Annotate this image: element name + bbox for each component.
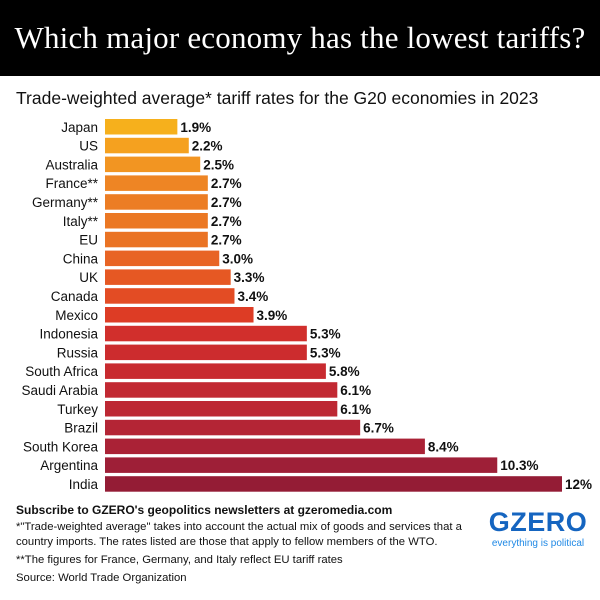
category-label: UK [79, 270, 98, 285]
value-label: 2.7% [211, 214, 242, 229]
logo-wordmark: GZERO [488, 507, 588, 537]
value-label: 10.3% [500, 458, 538, 473]
bar [105, 419, 361, 436]
bar [105, 363, 326, 379]
category-label: France** [45, 176, 98, 191]
category-label: EU [79, 233, 98, 248]
value-label: 2.2% [192, 139, 223, 154]
footnote-eu: **The figures for France, Germany, and I… [16, 554, 343, 566]
value-label: 6.1% [340, 383, 371, 398]
value-label: 8.4% [428, 439, 459, 454]
value-label: 3.9% [257, 308, 288, 323]
value-label: 5.3% [310, 327, 341, 342]
category-label: Saudi Arabia [21, 383, 98, 398]
category-label: Indonesia [39, 327, 98, 342]
bar [105, 269, 231, 285]
logo-tagline: everything is political [491, 538, 585, 549]
category-label: Turkey [57, 402, 98, 417]
gzero-logo: GZERO everything is political [488, 508, 588, 549]
bar [105, 438, 425, 455]
value-label: 2.7% [211, 233, 242, 248]
bar [105, 175, 208, 191]
bar [105, 476, 562, 492]
value-label: 12% [565, 477, 592, 492]
category-label: China [63, 251, 99, 266]
bar [105, 307, 254, 323]
bar [105, 344, 307, 361]
chart-title: Which major economy has the lowest tarif… [14, 20, 586, 55]
category-label: Germany** [32, 195, 99, 210]
category-label: Italy** [63, 214, 99, 229]
value-label: 2.5% [203, 157, 234, 172]
category-label: Argentina [40, 458, 98, 473]
bar-chart: Japan 1.9% US 2.2% Australia 2.5% France** 2.7%… [21, 119, 592, 492]
bar [105, 288, 235, 304]
value-label: 6.1% [340, 402, 371, 417]
source-text: Source: World Trade Organization [16, 572, 187, 584]
value-label: 5.3% [310, 345, 341, 360]
subscribe-text: Subscribe to GZERO's geopolitics newslet… [16, 503, 393, 517]
bar [105, 194, 208, 210]
category-label: Brazil [64, 421, 98, 436]
chart-subtitle: Trade-weighted average* tariff rates for… [16, 88, 539, 108]
footnote-trade-weighted: *"Trade-weighted average" takes into acc… [16, 521, 462, 548]
title-bar: Which major economy has the lowest tarif… [0, 0, 600, 76]
footer: Subscribe to GZERO's geopolitics newslet… [16, 503, 486, 586]
value-label: 5.8% [329, 364, 360, 379]
value-label: 2.7% [211, 176, 242, 191]
bar [105, 250, 220, 267]
bar [105, 213, 208, 229]
value-label: 3.0% [222, 251, 253, 266]
bar [105, 457, 498, 473]
category-label: US [79, 139, 98, 154]
category-label: South Africa [25, 364, 98, 379]
category-label: India [69, 477, 99, 492]
bar [105, 401, 338, 417]
bar [105, 137, 189, 154]
category-label: Australia [45, 157, 98, 172]
category-label: Russia [57, 345, 99, 360]
bar [105, 231, 208, 248]
value-label: 3.3% [234, 270, 265, 285]
value-label: 2.7% [211, 195, 242, 210]
bar [105, 382, 338, 398]
category-label: South Korea [23, 439, 99, 454]
category-label: Mexico [55, 308, 98, 323]
bar [105, 156, 201, 173]
category-label: Canada [51, 289, 99, 304]
bar [105, 325, 307, 342]
category-label: Japan [61, 120, 98, 135]
value-label: 1.9% [180, 120, 211, 135]
value-label: 6.7% [363, 421, 394, 436]
bar [105, 119, 178, 135]
value-label: 3.4% [237, 289, 268, 304]
